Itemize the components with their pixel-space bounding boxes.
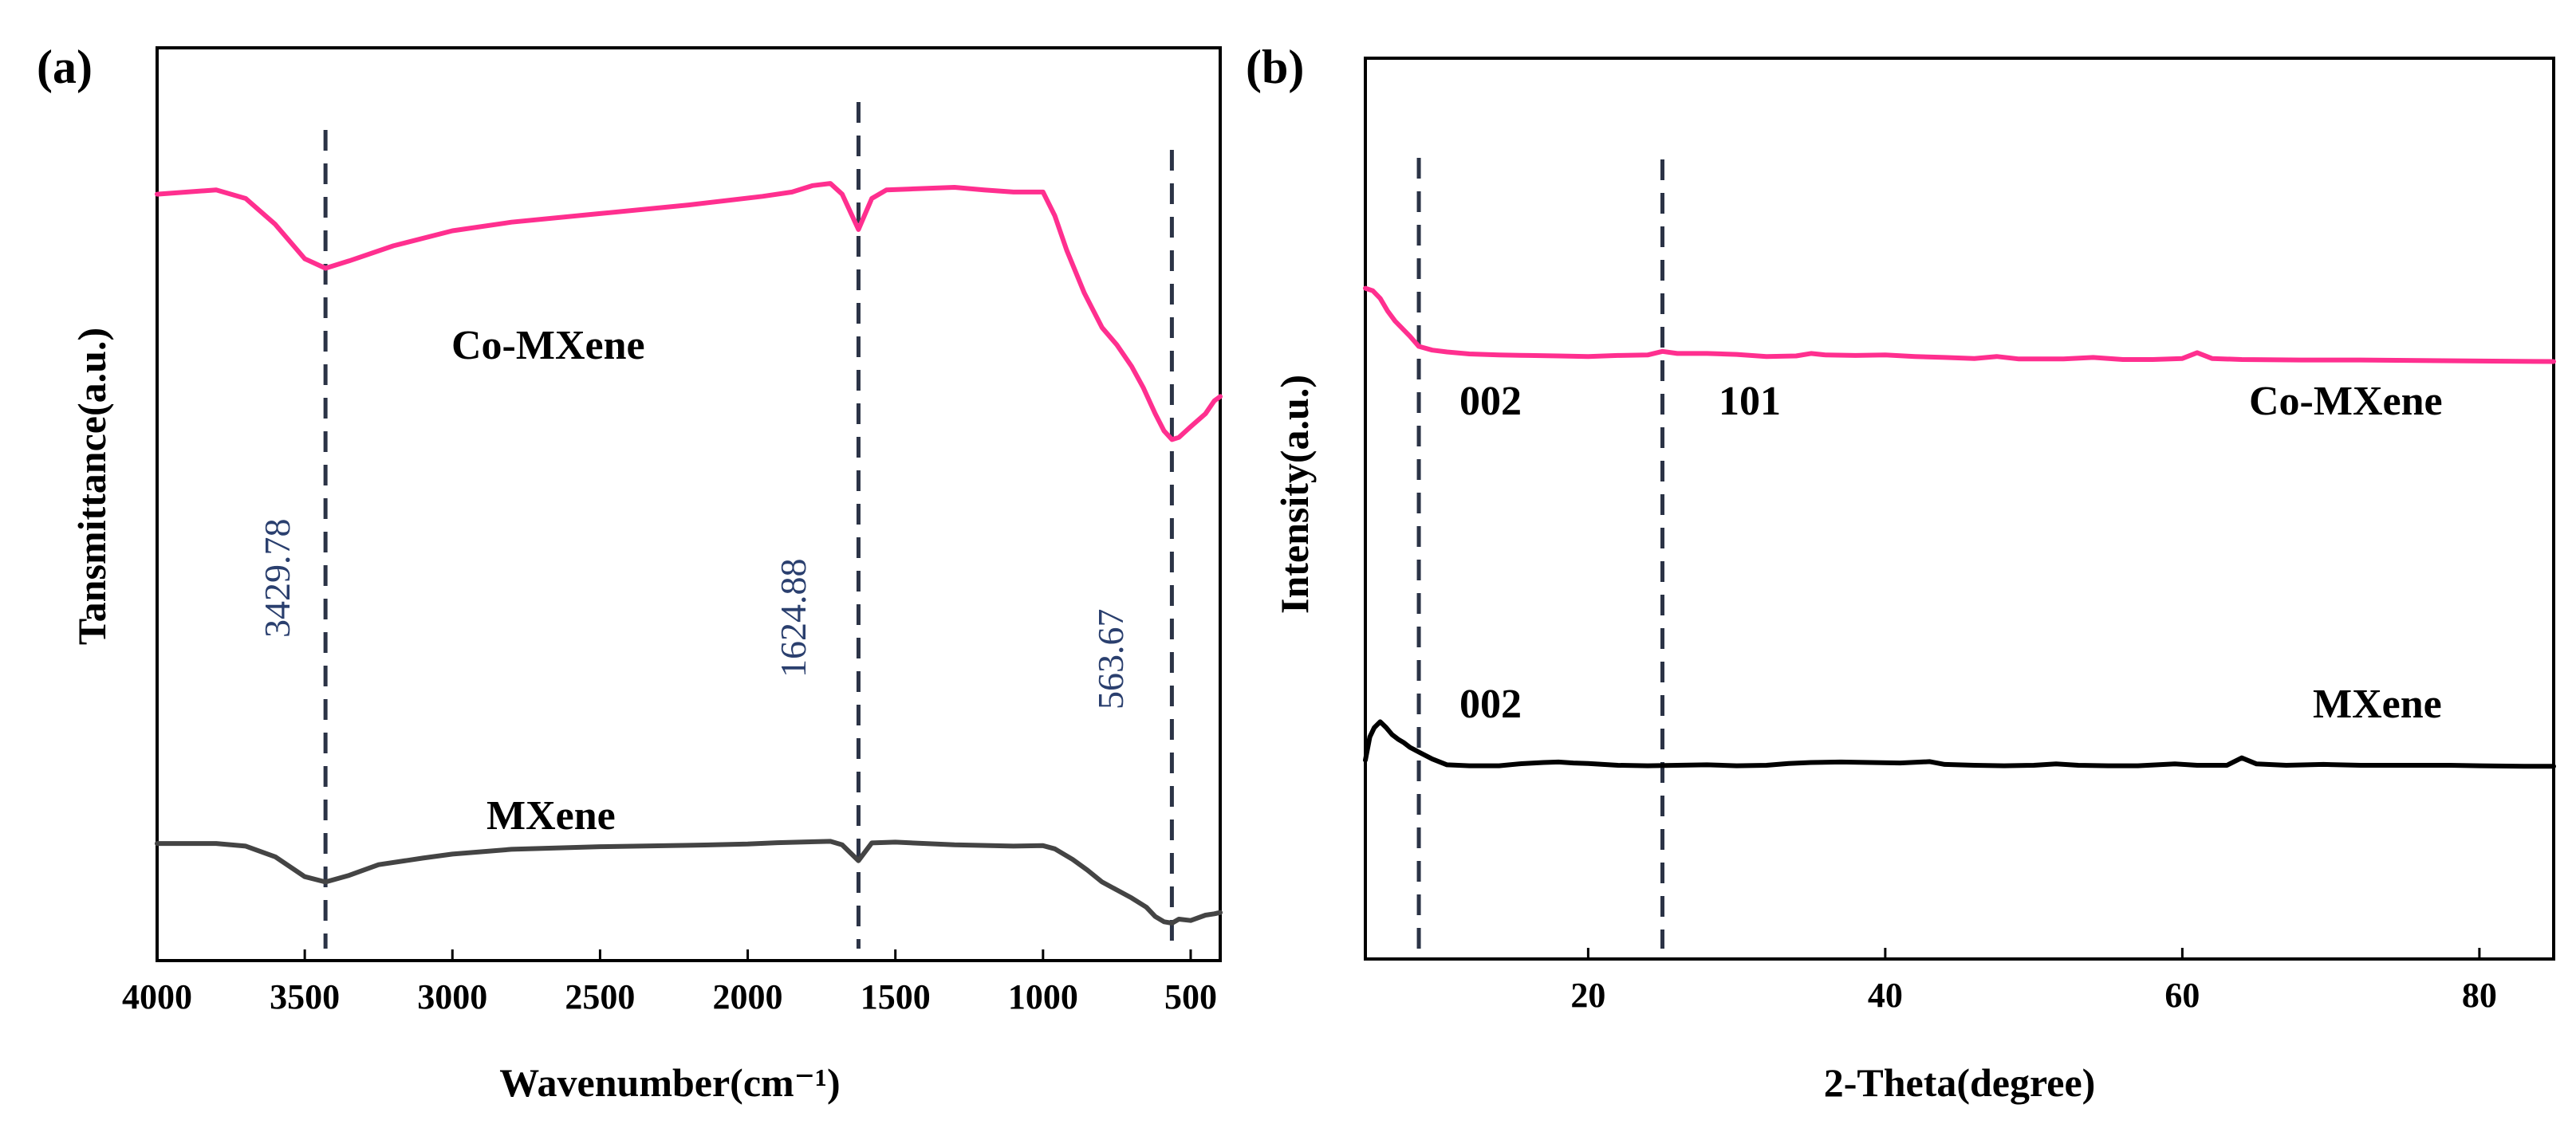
panel-a-x-tick-label-2000: 2000 — [713, 977, 783, 1016]
panel-a-series — [155, 181, 1223, 926]
panel-a-x-tick-label-500: 500 — [1164, 977, 1217, 1016]
panel-a-co-mxene-label: Co-MXene — [451, 323, 645, 368]
panel-b-plot-frame — [1364, 57, 2555, 961]
panel-b-x-tick-label-60: 60 — [2164, 976, 2200, 1015]
panel-a-peak-label-563: 563.67 — [1090, 609, 1131, 710]
panel-b-series-co-mxene-line — [1363, 285, 2556, 364]
panel-a-series-mxene-line — [155, 839, 1223, 926]
panel-b-hkl-101: 101 — [1719, 379, 1781, 424]
panel-a-series-co-mxene-line — [155, 181, 1223, 442]
panel-b-y-axis-title: Intensity(a.u.) — [1272, 375, 1317, 614]
panel-a-x-tick-label-1000: 1000 — [1008, 977, 1078, 1016]
panel-a-x-tick-label-3000: 3000 — [417, 977, 487, 1016]
panel-a-peak-label-3429: 3429.78 — [257, 519, 297, 639]
panel-b-x-axis-title: 2-Theta(degree) — [1824, 1060, 2096, 1105]
panel-b-series — [1363, 285, 2556, 769]
panel-a-x-tick-label-3500: 3500 — [270, 977, 340, 1016]
panel-b-x-tick-label-80: 80 — [2462, 976, 2497, 1015]
panel-b-mxene-label: MXene — [2313, 682, 2442, 727]
panel-a-ftir-chart: (a) 4000 3500 3000 2500 2000 1500 1000 500 Co-M… — [37, 41, 1223, 1105]
panel-a-label: (a) — [37, 41, 93, 93]
panel-b-series-mxene-line — [1363, 719, 2556, 769]
panel-a-x-axis-title: Wavenumber(cm⁻¹) — [499, 1060, 840, 1105]
panel-b-hkl-002-mxene: 002 — [1459, 682, 1522, 727]
panel-b-co-mxene-label: Co-MXene — [2249, 379, 2443, 424]
panel-a-peak-label-1624: 1624.88 — [773, 559, 813, 678]
panel-a-x-axis: 4000 3500 3000 2500 2000 1500 1000 500 — [122, 949, 1217, 1016]
panel-b-label: (b) — [1246, 41, 1304, 93]
panel-a-x-tick-label-1500: 1500 — [861, 977, 931, 1016]
panel-b-reference-lines — [1416, 158, 1664, 949]
panel-b-x-tick-label-20: 20 — [1570, 976, 1605, 1015]
panel-a-x-tick-label-2500: 2500 — [565, 977, 635, 1016]
panel-a-x-tick-label-4000: 4000 — [122, 977, 192, 1016]
panel-a-plot-frame — [156, 46, 1222, 962]
panel-b-x-axis: 20 40 60 80 — [1570, 948, 2497, 1015]
panel-a-y-axis-title: Tansmittance(a.u.) — [69, 328, 114, 645]
panel-b-hkl-002-co-mxene: 002 — [1459, 379, 1522, 424]
panel-a-mxene-label: MXene — [486, 793, 616, 839]
panel-b-xrd-chart: (b) 20 40 60 80 002 101 002 Co-MXene MXene … — [1246, 41, 2556, 1105]
panel-b-x-tick-label-40: 40 — [1868, 976, 1903, 1015]
